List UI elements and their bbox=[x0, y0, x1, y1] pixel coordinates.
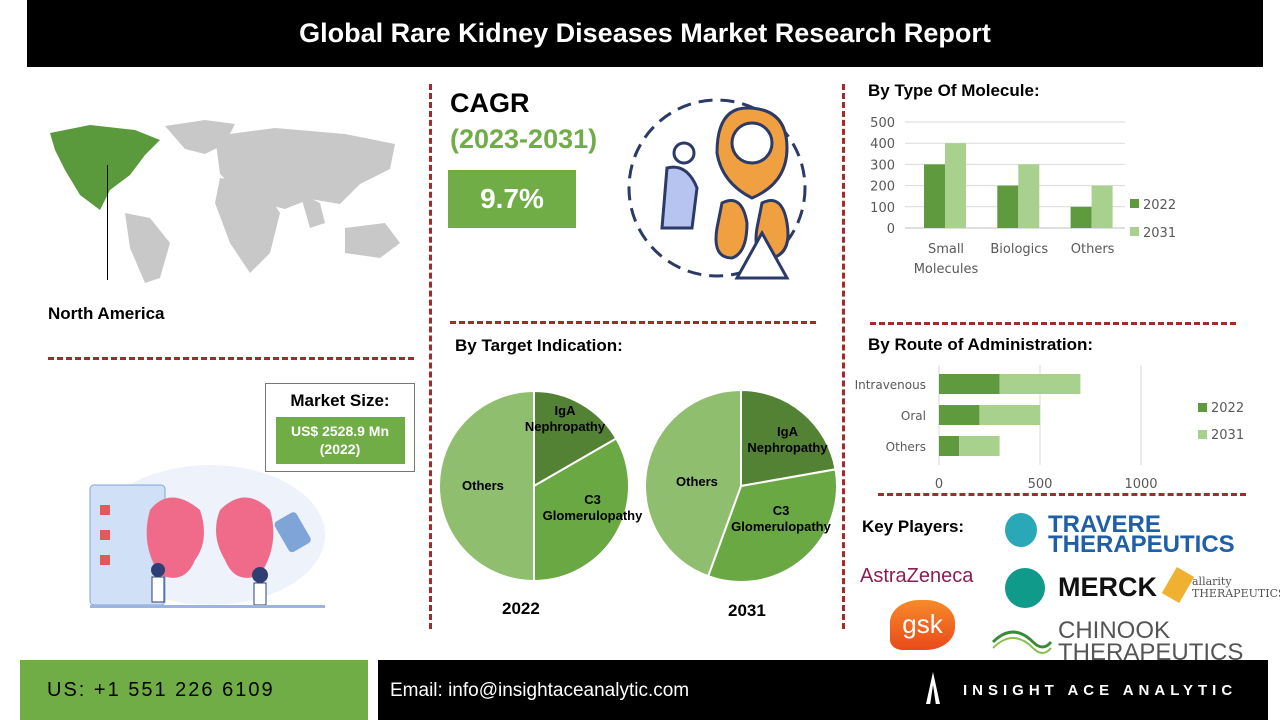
bar bbox=[1018, 164, 1040, 228]
bar bbox=[959, 436, 1000, 456]
allarity-logo: allarity THERAPEUTICS bbox=[1192, 575, 1280, 600]
y-tick-label: 100 bbox=[870, 201, 895, 216]
allarity-logo-icon bbox=[1161, 567, 1195, 603]
x-tick-label: 500 bbox=[1028, 477, 1053, 492]
pie-year-label: 2031 bbox=[728, 601, 766, 620]
x-tick-label: Others bbox=[1071, 242, 1115, 257]
footer-bar: Email: info@insightaceanalytic.com INSIG… bbox=[378, 660, 1268, 720]
market-size-value: US$ 2528.9 Mn (2022) bbox=[275, 417, 405, 464]
pie-label: IgA Nephropathy bbox=[524, 403, 606, 434]
bar bbox=[939, 436, 960, 456]
travere-logo-icon bbox=[1005, 513, 1037, 547]
bar bbox=[939, 374, 1000, 394]
y-tick-label: 0 bbox=[887, 222, 895, 237]
astrazeneca-logo: AstraZeneca bbox=[860, 565, 974, 587]
legend-label: 2022 bbox=[1211, 401, 1244, 416]
divider bbox=[842, 84, 845, 629]
pie-charts bbox=[438, 388, 838, 583]
bar bbox=[924, 164, 945, 228]
legend-label: 2031 bbox=[1143, 226, 1176, 241]
legend-swatch bbox=[1198, 403, 1207, 412]
chinook-logo: CHINOOK THERAPEUTICS bbox=[1058, 617, 1244, 666]
legend-swatch bbox=[1130, 227, 1139, 236]
email-link[interactable]: Email: info@insightaceanalytic.com bbox=[390, 680, 690, 701]
key-players-label: Key Players: bbox=[862, 517, 965, 536]
x-tick-label: 0 bbox=[935, 477, 943, 492]
region-label: North America bbox=[48, 304, 165, 323]
phone-box: US: +1 551 226 6109 bbox=[20, 660, 368, 720]
bar bbox=[1070, 206, 1092, 228]
pie-slice bbox=[644, 388, 742, 578]
y-tick-label: 300 bbox=[870, 158, 895, 173]
divider bbox=[429, 84, 432, 629]
legend-swatch bbox=[1130, 199, 1139, 208]
kidney-illustration bbox=[89, 465, 325, 608]
bar bbox=[939, 405, 980, 425]
legend-swatch bbox=[1198, 430, 1207, 439]
map-pointer-line bbox=[107, 165, 108, 280]
bar bbox=[999, 374, 1081, 394]
pie-label: C3 Glomerulopathy bbox=[731, 503, 831, 534]
divider bbox=[870, 322, 1236, 325]
pie-slice bbox=[533, 437, 630, 583]
legend-label: 2031 bbox=[1211, 428, 1244, 443]
pie-slice bbox=[706, 468, 838, 583]
y-tick-label: Intravenous bbox=[855, 378, 926, 392]
x-tick-label: Biologics bbox=[990, 242, 1048, 257]
bar bbox=[1091, 185, 1113, 228]
molecule-bar-chart: 0 100 200 300 400 500 Small Molecules Biologics O… bbox=[870, 116, 1176, 277]
bar bbox=[979, 405, 1040, 425]
pie-label: Others bbox=[462, 478, 504, 493]
cagr-value: 9.7% bbox=[448, 170, 576, 228]
pie-label: Others bbox=[676, 474, 718, 489]
route-chart-title: By Route of Administration: bbox=[868, 335, 1094, 354]
gsk-logo: gsk bbox=[890, 600, 955, 650]
pie-label: C3 Glomerulopathy bbox=[542, 492, 643, 523]
market-size-label: Market Size: bbox=[290, 391, 390, 410]
chinook-logo-icon bbox=[991, 630, 1053, 654]
pie-slice bbox=[533, 389, 618, 488]
travere-logo: TRAVERE THERAPEUTICS bbox=[1048, 511, 1235, 558]
x-tick-label: Small bbox=[928, 242, 964, 257]
y-tick-label: 400 bbox=[870, 137, 895, 152]
pie-year-label: 2022 bbox=[502, 599, 540, 618]
pie-slice bbox=[438, 389, 535, 583]
x-tick-label: 1000 bbox=[1124, 477, 1157, 492]
bar bbox=[945, 143, 966, 228]
y-tick-label: 500 bbox=[870, 116, 895, 131]
merck-logo: MERCK bbox=[1058, 572, 1157, 602]
y-tick-label: Oral bbox=[901, 409, 926, 423]
report-title: Global Rare Kidney Diseases Market Resea… bbox=[27, 0, 1263, 67]
bar bbox=[997, 185, 1019, 228]
divider bbox=[878, 493, 1246, 496]
divider bbox=[450, 321, 816, 324]
north-america-region bbox=[50, 125, 160, 210]
brand-name: INSIGHT ACE ANALYTIC bbox=[963, 682, 1238, 699]
phone-number[interactable]: US: +1 551 226 6109 bbox=[47, 678, 275, 701]
pie-label: IgA Nephropathy bbox=[747, 424, 828, 455]
y-tick-label: Others bbox=[886, 440, 926, 454]
insightace-logo-icon bbox=[926, 672, 940, 704]
pie-slice bbox=[740, 388, 837, 488]
route-bar-chart: 0 500 1000 Intravenous Oral Others 2022 2031 bbox=[855, 365, 1244, 492]
merck-logo-icon bbox=[1005, 568, 1045, 608]
market-size-box: Market Size: US$ 2528.9 Mn (2022) bbox=[265, 383, 415, 472]
cagr-label: CAGR bbox=[450, 88, 530, 118]
molecule-chart-title: By Type Of Molecule: bbox=[868, 81, 1040, 100]
y-tick-label: 200 bbox=[870, 180, 895, 195]
divider bbox=[48, 357, 414, 360]
cagr-period: (2023-2031) bbox=[450, 124, 598, 154]
world-map bbox=[50, 120, 400, 283]
patient-kidney-icon bbox=[627, 98, 807, 280]
target-indication-title: By Target Indication: bbox=[455, 336, 623, 355]
x-tick-label: Molecules bbox=[914, 262, 979, 277]
legend-label: 2022 bbox=[1143, 198, 1176, 213]
